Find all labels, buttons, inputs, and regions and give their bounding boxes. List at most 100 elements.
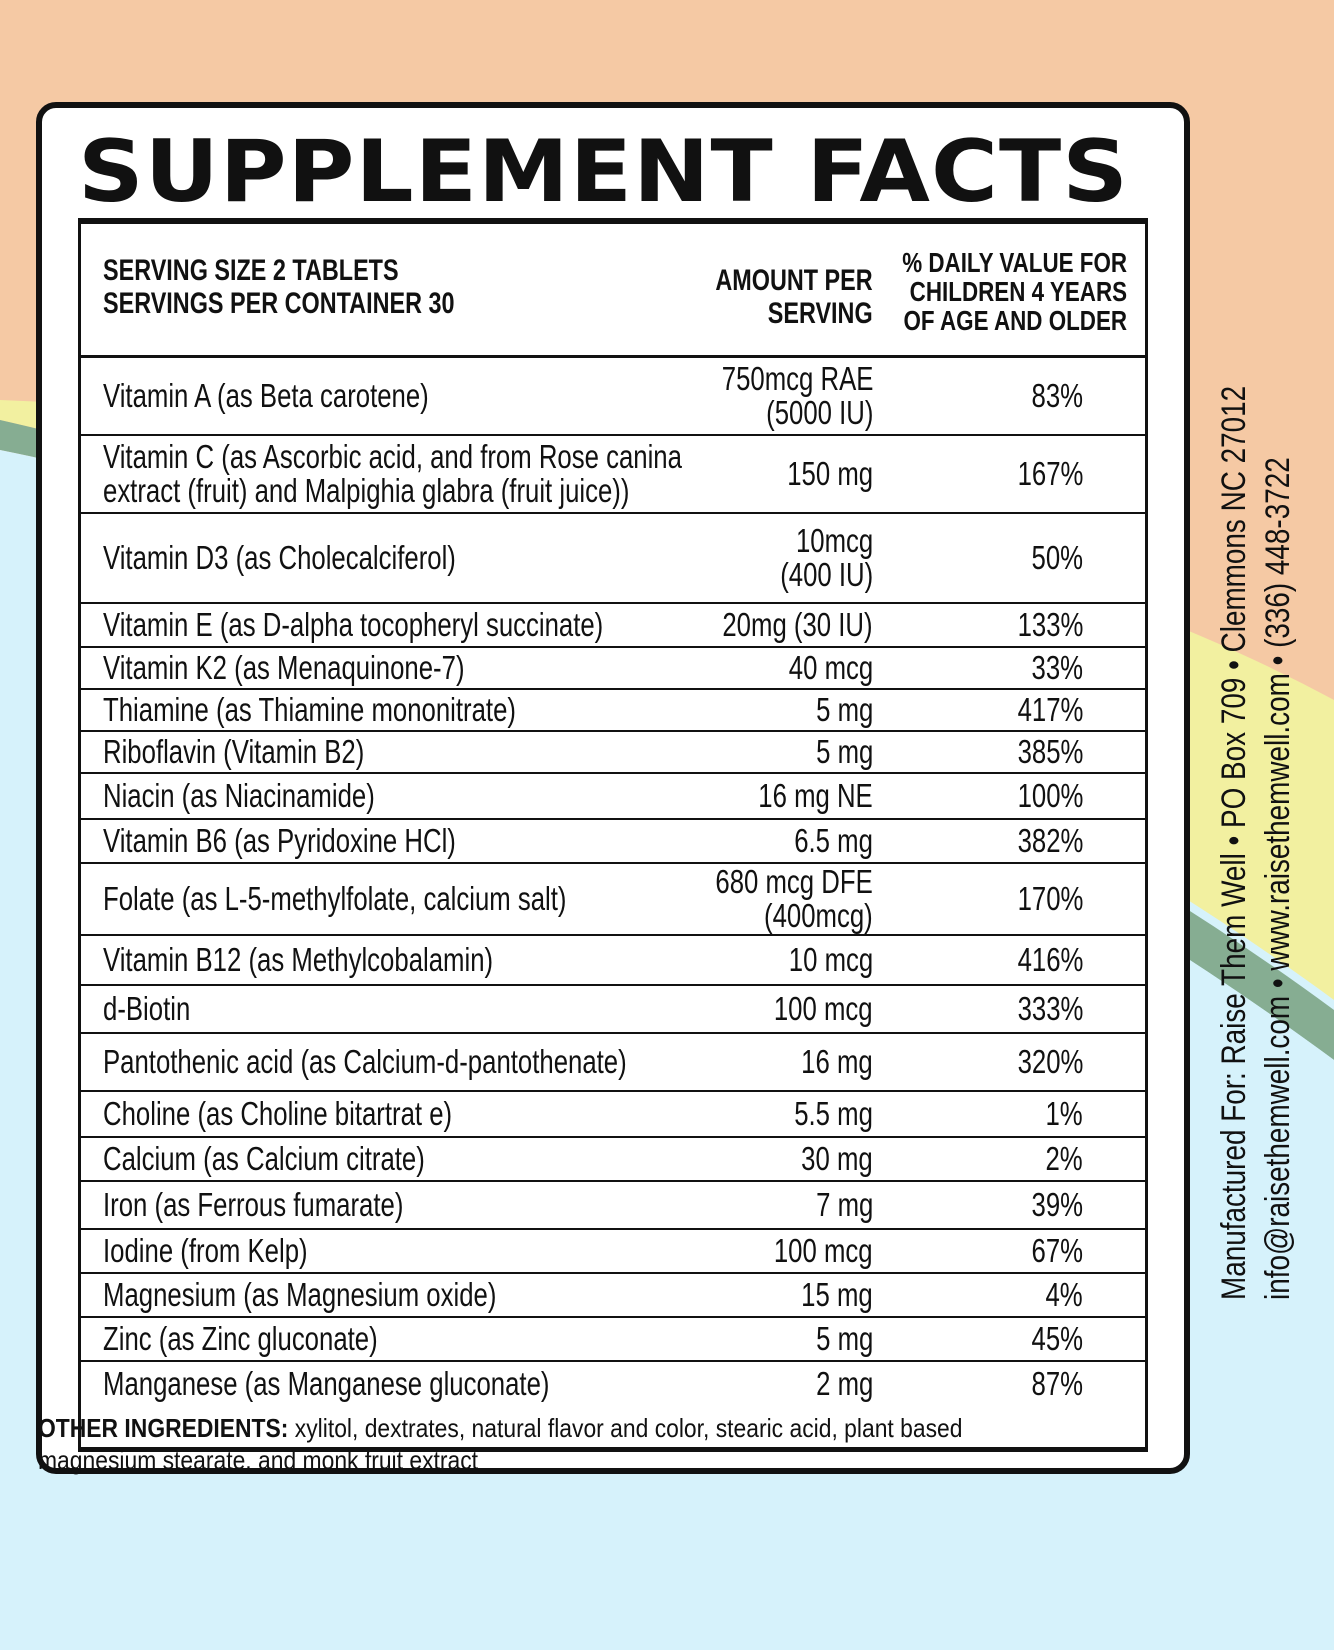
nutrient-name: Vitamin K2 (as Menaquinone-7)	[103, 649, 465, 686]
serving-info: SERVING SIZE 2 TABLETS SERVINGS PER CONT…	[103, 254, 455, 320]
nutrient-amount: 100 mcg	[774, 990, 873, 1027]
table-row: Choline (as Choline bitartrat e) 5.5 mg 1%	[81, 1092, 1145, 1138]
table-row: Thiamine (as Thiamine mononitrate) 5 mg 41…	[81, 690, 1145, 732]
nutrient-name: Folate (as L-5-methylfolate, calcium sal…	[103, 880, 567, 917]
table-row: Vitamin A (as Beta carotene) 750mcg RAE (…	[81, 358, 1145, 436]
nutrient-daily-value: 417%	[1017, 691, 1083, 728]
serving-size: SERVING SIZE 2 TABLETS	[103, 254, 399, 287]
nutrient-daily-value: 382%	[1017, 822, 1083, 859]
nutrient-amount: 15 mg	[801, 1276, 873, 1313]
nutrient-name: Manganese (as Manganese gluconate)	[103, 1365, 550, 1402]
table-row: Riboflavin (Vitamin B2) 5 mg 385%	[81, 732, 1145, 774]
nutrient-daily-value: 87%	[1031, 1365, 1083, 1402]
amount-header-line: AMOUNT PER	[715, 264, 873, 297]
nutrient-name: d-Biotin	[103, 990, 191, 1027]
nutrient-amount: 2 mg	[815, 1365, 873, 1402]
nutrient-name: Iodine (from Kelp)	[103, 1232, 308, 1269]
nutrient-daily-value: 100%	[1017, 777, 1083, 814]
nutrient-name: Vitamin E (as D-alpha tocopheryl succina…	[103, 606, 604, 643]
nutrient-amount: 5 mg	[815, 1320, 873, 1357]
nutrient-name: Zinc (as Zinc gluconate)	[103, 1320, 378, 1357]
nutrient-name: Vitamin C (as Ascorbic acid, and from Ro…	[103, 438, 682, 509]
table-row: Vitamin D3 (as Cholecalciferol) 10mcg (40…	[81, 514, 1145, 604]
contact-line: info@raisethemwell.com • www.raisethemwe…	[1259, 457, 1297, 1300]
table-row: Iron (as Ferrous fumarate) 7 mg 39%	[81, 1182, 1145, 1230]
table-row: Niacin (as Niacinamide) 16 mg NE 100%	[81, 774, 1145, 820]
nutrient-name: Choline (as Choline bitartrat e)	[103, 1095, 453, 1132]
manufacturer-line: Manufactured For: Raise Them Well • PO B…	[1215, 385, 1253, 1300]
nutrient-daily-value: 333%	[1017, 990, 1083, 1027]
table-row: Manganese (as Manganese gluconate) 2 mg 87…	[81, 1362, 1145, 1406]
nutrient-amount: 7 mg	[815, 1186, 873, 1223]
nutrient-daily-value: 4%	[1045, 1276, 1083, 1313]
table-row: Iodine (from Kelp) 100 mcg 67%	[81, 1230, 1145, 1274]
table-header: SERVING SIZE 2 TABLETS SERVINGS PER CONT…	[81, 224, 1145, 358]
table-row: Vitamin C (as Ascorbic acid, and from Ro…	[81, 436, 1145, 514]
table-row: Vitamin K2 (as Menaquinone-7) 40 mcg 33%	[81, 648, 1145, 690]
nutrient-daily-value: 167%	[1017, 455, 1083, 492]
table-row: Folate (as L-5-methylfolate, calcium sal…	[81, 864, 1145, 936]
dv-header-line: % DAILY VALUE FOR	[902, 247, 1127, 278]
nutrient-daily-value: 170%	[1017, 880, 1083, 917]
dv-header-line: CHILDREN 4 YEARS	[909, 276, 1127, 307]
nutrient-amount: 6.5 mg	[794, 822, 873, 859]
other-ingredients: OTHER INGREDIENTS: xylitol, dextrates, n…	[38, 1412, 971, 1476]
nutrient-daily-value: 1%	[1045, 1095, 1083, 1132]
nutrient-amount: 680 mcg DFE (400mcg)	[715, 863, 873, 934]
nutrient-amount: 30 mg	[801, 1140, 873, 1177]
nutrient-amount: 16 mg	[801, 1043, 873, 1080]
other-ingredients-label: OTHER INGREDIENTS:	[38, 1413, 289, 1443]
supplement-facts-panel: SUPPLEMENT FACTS SERVING SIZE 2 TABLETS …	[36, 102, 1190, 1474]
nutrient-amount: 10mcg (400 IU)	[780, 522, 873, 593]
nutrient-name: Vitamin A (as Beta carotene)	[103, 377, 429, 414]
daily-value-column-header: % DAILY VALUE FOR CHILDREN 4 YEARS OF AG…	[902, 248, 1127, 335]
nutrient-daily-value: 39%	[1031, 1186, 1083, 1223]
nutrient-name: Riboflavin (Vitamin B2)	[103, 733, 365, 770]
nutrient-daily-value: 320%	[1017, 1043, 1083, 1080]
nutrient-amount: 10 mcg	[788, 941, 873, 978]
nutrient-daily-value: 33%	[1031, 649, 1083, 686]
nutrient-name: Thiamine (as Thiamine mononitrate)	[103, 691, 516, 728]
amount-column-header: AMOUNT PER SERVING	[716, 264, 873, 330]
servings-per-container: SERVINGS PER CONTAINER 30	[103, 287, 455, 320]
nutrient-daily-value: 67%	[1031, 1232, 1083, 1269]
table-row: Pantothenic acid (as Calcium-d-pantothen…	[81, 1034, 1145, 1092]
table-row: Vitamin E (as D-alpha tocopheryl succina…	[81, 604, 1145, 648]
facts-table: SERVING SIZE 2 TABLETS SERVINGS PER CONT…	[78, 218, 1148, 1452]
nutrient-name: Calcium (as Calcium citrate)	[103, 1140, 425, 1177]
nutrient-daily-value: 385%	[1017, 733, 1083, 770]
nutrient-daily-value: 83%	[1031, 377, 1083, 414]
nutrient-amount: 150 mg	[787, 455, 873, 492]
nutrient-name: Vitamin D3 (as Cholecalciferol)	[103, 539, 456, 576]
panel-title: SUPPLEMENT FACTS	[78, 122, 1129, 222]
nutrient-daily-value: 2%	[1045, 1140, 1083, 1177]
table-row: Vitamin B6 (as Pyridoxine HCl) 6.5 mg 382%	[81, 820, 1145, 864]
nutrient-amount: 5 mg	[815, 733, 873, 770]
dv-header-line: OF AGE AND OLDER	[903, 305, 1127, 336]
nutrient-name: Niacin (as Niacinamide)	[103, 777, 375, 814]
table-row: Calcium (as Calcium citrate) 30 mg 2%	[81, 1138, 1145, 1182]
nutrient-daily-value: 133%	[1017, 606, 1083, 643]
nutrient-name: Vitamin B12 (as Methylcobalamin)	[103, 941, 494, 978]
manufacturer-info: Manufactured For: Raise Them Well • PO B…	[1212, 280, 1300, 1300]
nutrient-rows: Vitamin A (as Beta carotene) 750mcg RAE (…	[81, 358, 1145, 1406]
table-row: Vitamin B12 (as Methylcobalamin) 10 mcg 41…	[81, 936, 1145, 986]
table-row: Zinc (as Zinc gluconate) 5 mg 45%	[81, 1318, 1145, 1362]
amount-header-line: SERVING	[768, 297, 873, 330]
nutrient-amount: 40 mcg	[788, 649, 873, 686]
nutrient-daily-value: 416%	[1017, 941, 1083, 978]
nutrient-name: Magnesium (as Magnesium oxide)	[103, 1276, 497, 1313]
table-row: d-Biotin 100 mcg 333%	[81, 986, 1145, 1034]
other-ingredients-text: xylitol, dextrates, natural flavor and c…	[38, 1413, 963, 1475]
nutrient-amount: 750mcg RAE (5000 IU)	[721, 360, 873, 431]
nutrient-name: Pantothenic acid (as Calcium-d-pantothen…	[103, 1043, 627, 1080]
nutrient-amount: 5.5 mg	[794, 1095, 873, 1132]
table-row: Magnesium (as Magnesium oxide) 15 mg 4%	[81, 1274, 1145, 1318]
nutrient-name: Iron (as Ferrous fumarate)	[103, 1186, 404, 1223]
nutrient-name: Vitamin B6 (as Pyridoxine HCl)	[103, 822, 456, 859]
nutrient-amount: 20mg (30 IU)	[722, 606, 873, 643]
nutrient-daily-value: 45%	[1031, 1320, 1083, 1357]
nutrient-daily-value: 50%	[1031, 539, 1083, 576]
nutrient-amount: 5 mg	[815, 691, 873, 728]
nutrient-amount: 16 mg NE	[758, 777, 873, 814]
